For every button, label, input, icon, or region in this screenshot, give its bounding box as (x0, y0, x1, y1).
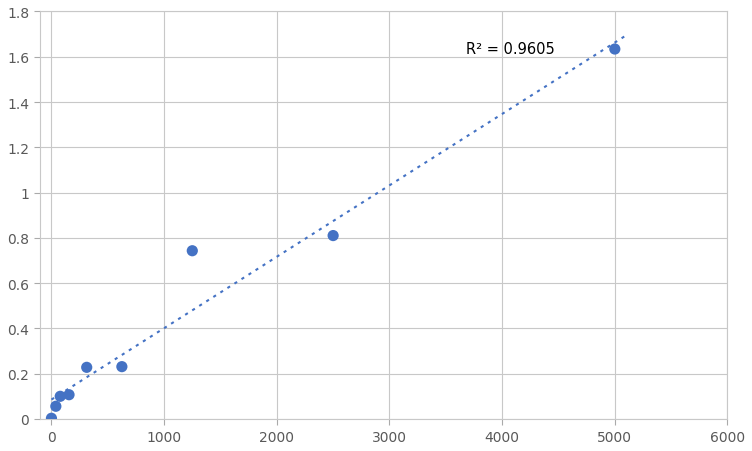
Point (327, 232, 339, 239)
Point (63, 391, 75, 398)
Point (45, 415, 57, 422)
Point (50, 403, 62, 410)
Point (54, 393, 66, 400)
Point (80, 364, 92, 371)
Text: R² = 0.9605: R² = 0.9605 (466, 42, 555, 57)
Point (186, 248, 199, 255)
Point (609, 46, 621, 54)
Point (116, 363, 128, 370)
